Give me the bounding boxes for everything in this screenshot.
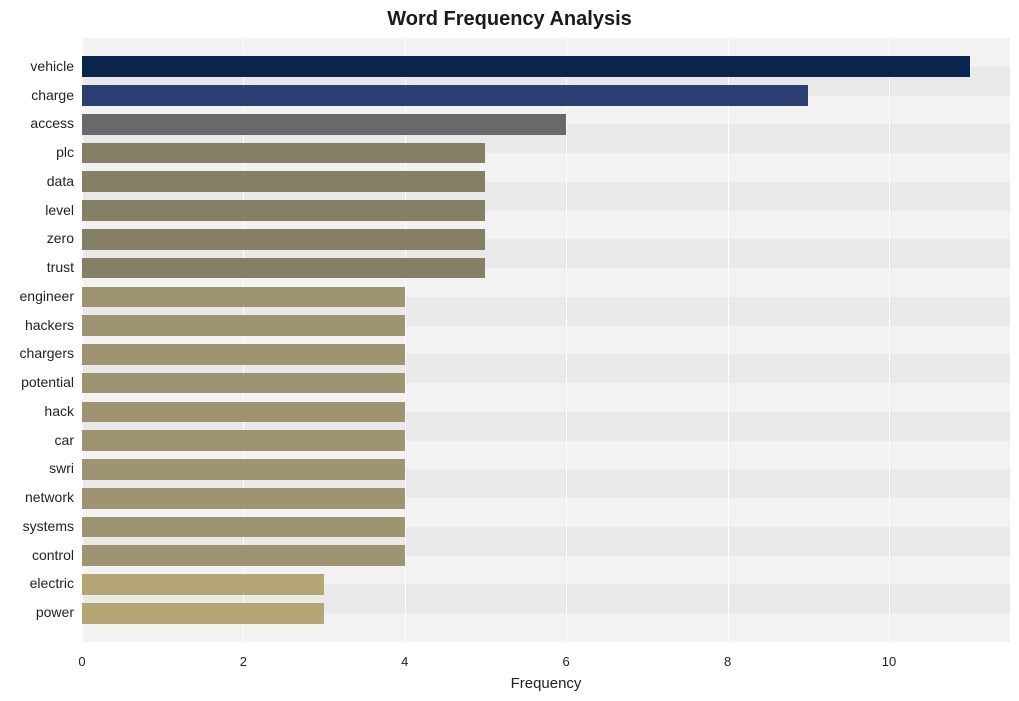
bar xyxy=(82,344,405,365)
y-tick-label: vehicle xyxy=(30,58,74,74)
bar xyxy=(82,56,970,77)
bar xyxy=(82,287,405,308)
bar xyxy=(82,603,324,624)
y-tick-label: swri xyxy=(49,460,74,476)
bar xyxy=(82,459,405,480)
bar xyxy=(82,85,808,106)
bar xyxy=(82,517,405,538)
y-tick-label: plc xyxy=(56,144,74,160)
y-tick-label: level xyxy=(45,202,74,218)
y-tick-label: charge xyxy=(31,87,74,103)
bar xyxy=(82,171,485,192)
y-tick-label: zero xyxy=(47,230,74,246)
x-tick-label: 8 xyxy=(708,654,748,669)
x-tick-label: 10 xyxy=(869,654,909,669)
y-tick-label: data xyxy=(47,173,74,189)
y-tick-label: engineer xyxy=(20,288,75,304)
y-tick-label: chargers xyxy=(20,345,74,361)
bar xyxy=(82,373,405,394)
bar xyxy=(82,430,405,451)
y-tick-label: trust xyxy=(47,259,74,275)
x-gridline xyxy=(728,38,729,642)
y-tick-label: hackers xyxy=(25,317,74,333)
x-tick-label: 6 xyxy=(546,654,586,669)
x-tick-label: 2 xyxy=(223,654,263,669)
x-gridline xyxy=(889,38,890,642)
bar xyxy=(82,574,324,595)
bar xyxy=(82,200,485,221)
bar xyxy=(82,229,485,250)
bar xyxy=(82,258,485,279)
y-tick-label: electric xyxy=(30,575,74,591)
x-tick-label: 4 xyxy=(385,654,425,669)
plot-area xyxy=(82,38,1010,642)
bar xyxy=(82,488,405,509)
y-tick-label: systems xyxy=(23,518,74,534)
bar xyxy=(82,402,405,423)
x-gridline xyxy=(566,38,567,642)
x-axis-title: Frequency xyxy=(82,675,1010,692)
word-frequency-chart: Word Frequency Analysis Frequency vehicl… xyxy=(0,0,1019,701)
y-tick-label: control xyxy=(32,547,74,563)
y-tick-label: access xyxy=(30,115,74,131)
bar xyxy=(82,114,566,135)
y-tick-label: power xyxy=(36,604,74,620)
bar xyxy=(82,315,405,336)
y-tick-label: hack xyxy=(44,403,74,419)
y-tick-label: network xyxy=(25,489,74,505)
x-tick-label: 0 xyxy=(62,654,102,669)
y-tick-label: potential xyxy=(21,374,74,390)
chart-title: Word Frequency Analysis xyxy=(0,8,1019,31)
bar xyxy=(82,143,485,164)
bar xyxy=(82,545,405,566)
y-tick-label: car xyxy=(55,432,74,448)
